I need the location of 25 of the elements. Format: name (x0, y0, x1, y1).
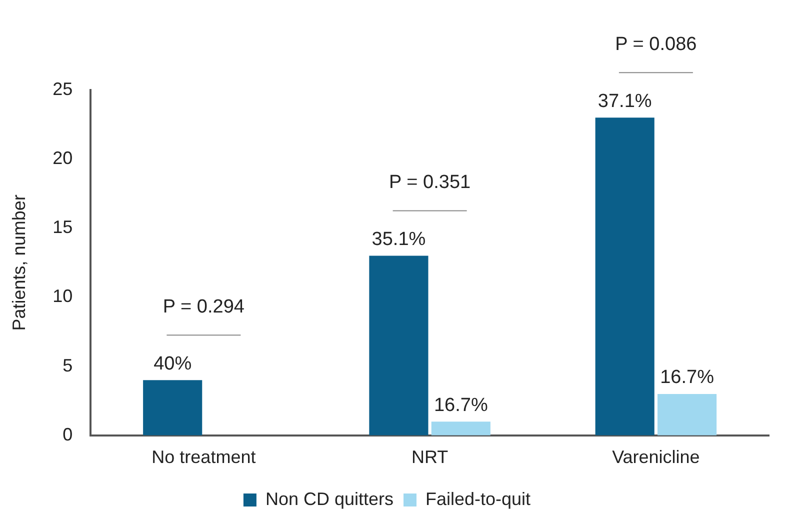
bar (657, 394, 717, 436)
y-tick-label: 0 (62, 424, 73, 444)
y-tick-label: 25 (52, 78, 73, 99)
y-tick-label: 10 (52, 286, 73, 306)
y-tick-label: 15 (52, 217, 73, 238)
y-axis-title: Patients, number (8, 194, 29, 331)
annotation: P = 0.294 (162, 296, 245, 318)
annotation: 35.1% (372, 229, 426, 250)
annotation: P = 0.351 (389, 172, 471, 194)
text: P = 0.086 (615, 34, 697, 55)
bar (143, 380, 202, 436)
bar (369, 256, 428, 436)
y-tick-label: 20 (52, 148, 73, 168)
bar (595, 118, 654, 436)
x-tick-label: NRT (411, 447, 448, 468)
legend-label: Failed-to-quit (426, 488, 531, 509)
legend-label: Non CD quitters (265, 488, 394, 509)
y-tick-label: 5 (62, 355, 73, 376)
annotation: 37.1% (598, 90, 652, 112)
x-tick-label: No treatment (152, 447, 256, 468)
annotation: 40% (154, 353, 192, 374)
annotation: 16.7% (434, 394, 488, 416)
x-tick-label: Varenicline (612, 447, 700, 468)
bar (431, 422, 490, 436)
annotation: 16.7% (660, 367, 714, 388)
